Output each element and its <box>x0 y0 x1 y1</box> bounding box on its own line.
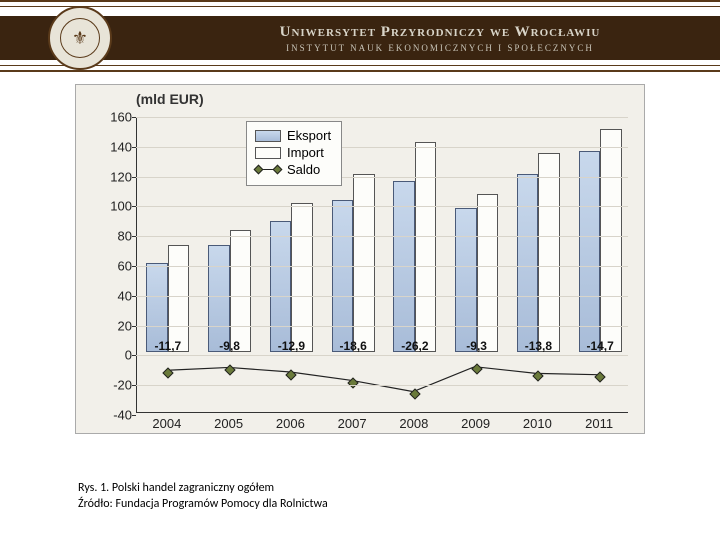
gridline <box>136 177 628 178</box>
y-tick-label: 40 <box>76 288 132 303</box>
y-tick-label: 60 <box>76 259 132 274</box>
x-tick-label: 2009 <box>461 416 490 431</box>
y-tick-label: 160 <box>76 110 132 125</box>
y-tick-label: -20 <box>76 378 132 393</box>
bar-eksport <box>332 200 354 352</box>
institute-subtitle: INSTYTUT NAUK EKONOMICZNYCH I SPOŁECZNYC… <box>286 43 594 53</box>
x-tick-label: 2010 <box>523 416 552 431</box>
y-tick-label: 120 <box>76 169 132 184</box>
bar-eksport <box>455 208 477 353</box>
saldo-value-label: -26,2 <box>401 339 428 353</box>
saldo-value-label: -14,7 <box>586 339 613 353</box>
x-tick-label: 2011 <box>585 416 613 431</box>
chart-legend: Eksport Import Saldo <box>246 121 342 186</box>
trade-chart: (mld EUR) -11,7-9,8-12,9-18,6-26,2-9,3-1… <box>75 84 645 434</box>
university-title: Uniwersytet Przyrodniczy we Wrocławiu <box>280 24 601 41</box>
bar-import <box>477 194 499 352</box>
legend-swatch-import <box>255 147 281 159</box>
y-tick-mark <box>132 415 136 416</box>
chart-plot-area: -11,7 -9,8 -12,9 -18,6 -26,2 -9,3 -13,8 -14,7 <box>136 117 628 413</box>
y-tick-label: 0 <box>76 348 132 363</box>
gridline <box>136 236 628 237</box>
saldo-marker <box>347 377 358 388</box>
x-tick-label: 2006 <box>276 416 305 431</box>
x-tick-label: 2007 <box>338 416 367 431</box>
caption-title: Rys. 1. Polski handel zagraniczny ogółem <box>78 480 720 496</box>
legend-label-eksport: Eksport <box>287 128 331 143</box>
saldo-marker <box>162 367 173 378</box>
saldo-value-label: -11,7 <box>155 339 182 353</box>
gridline <box>136 266 628 267</box>
gridline <box>136 326 628 327</box>
y-tick-label: -40 <box>76 408 132 423</box>
y-tick-label: 140 <box>76 139 132 154</box>
x-tick-label: 2004 <box>152 416 181 431</box>
gridline <box>136 355 628 356</box>
saldo-value-label: -18,6 <box>339 339 366 353</box>
y-tick-label: 100 <box>76 199 132 214</box>
saldo-marker <box>286 369 297 380</box>
saldo-marker <box>471 364 482 375</box>
gridline <box>136 147 628 148</box>
saldo-marker <box>409 389 420 400</box>
saldo-value-label: -12,9 <box>278 339 305 353</box>
gridline <box>136 117 628 118</box>
x-tick-label: 2008 <box>399 416 428 431</box>
figure-caption: Rys. 1. Polski handel zagraniczny ogółem… <box>78 480 720 512</box>
bar-eksport <box>579 151 601 352</box>
saldo-marker <box>594 372 605 383</box>
bar-import <box>538 153 560 353</box>
x-tick-label: 2005 <box>214 416 243 431</box>
bar-import <box>415 142 437 352</box>
saldo-value-label: -9,8 <box>219 339 240 353</box>
legend-item-saldo: Saldo <box>255 162 331 177</box>
seal-inner-icon: ⚜ <box>60 18 100 58</box>
y-axis-label: (mld EUR) <box>136 91 204 107</box>
page-header: Uniwersytet Przyrodniczy we Wrocławiu IN… <box>0 0 720 72</box>
gridline <box>136 206 628 207</box>
legend-label-saldo: Saldo <box>287 162 320 177</box>
legend-marker-saldo <box>255 169 281 170</box>
gridline <box>136 385 628 386</box>
bar-eksport <box>208 245 230 352</box>
saldo-value-label: -9,3 <box>466 339 487 353</box>
legend-label-import: Import <box>287 145 324 160</box>
legend-swatch-eksport <box>255 130 281 142</box>
saldo-value-label: -13,8 <box>525 339 552 353</box>
y-tick-label: 20 <box>76 318 132 333</box>
gridline <box>136 296 628 297</box>
legend-item-import: Import <box>255 145 331 160</box>
university-seal-icon: ⚜ <box>48 6 112 70</box>
bar-import <box>291 203 313 352</box>
bar-import <box>168 245 190 352</box>
bar-import <box>230 230 252 352</box>
bar-import <box>600 129 622 353</box>
y-tick-label: 80 <box>76 229 132 244</box>
saldo-marker <box>224 364 235 375</box>
caption-source: Źródło: Fundacja Programów Pomocy dla Ro… <box>78 496 720 512</box>
bar-eksport <box>270 221 292 352</box>
saldo-marker <box>533 370 544 381</box>
legend-item-eksport: Eksport <box>255 128 331 143</box>
